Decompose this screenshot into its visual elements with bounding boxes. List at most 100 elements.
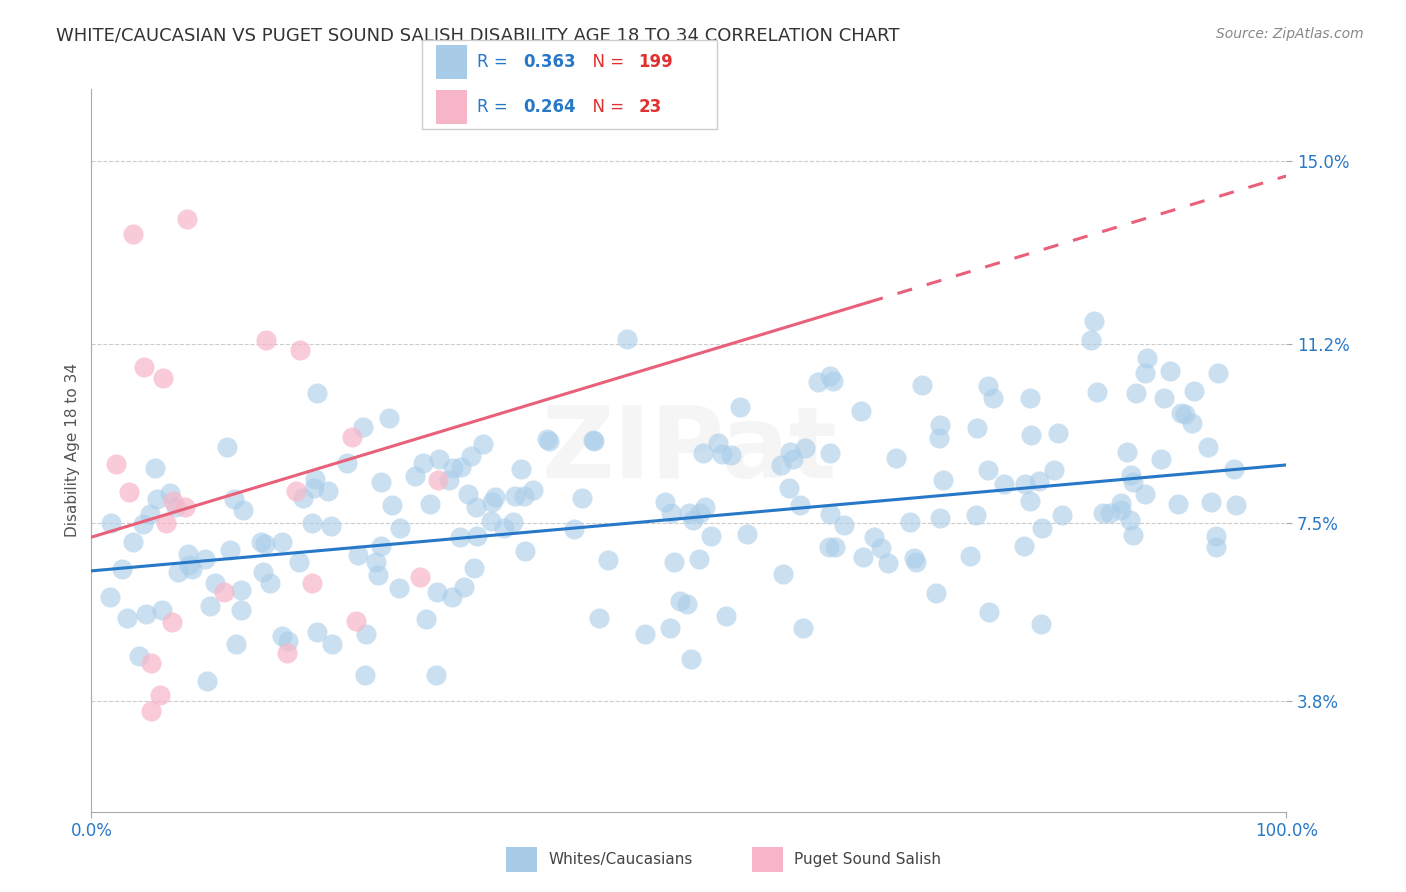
- Point: [460, 449, 482, 463]
- Point: [669, 594, 692, 608]
- Point: [1205, 529, 1227, 543]
- Point: [218, 543, 240, 558]
- Point: [222, 492, 245, 507]
- Point: [347, 548, 370, 562]
- Text: Whites/Caucasians: Whites/Caucasians: [548, 853, 693, 867]
- Point: [903, 551, 925, 566]
- Point: [389, 521, 412, 535]
- Point: [538, 434, 561, 448]
- Point: [1181, 417, 1204, 431]
- Point: [271, 535, 294, 549]
- Point: [1167, 497, 1189, 511]
- Text: 0.264: 0.264: [523, 98, 575, 116]
- Point: [450, 459, 472, 474]
- Point: [152, 371, 174, 385]
- Point: [1028, 475, 1050, 489]
- Point: [128, 649, 150, 664]
- Y-axis label: Disability Age 18 to 34: Disability Age 18 to 34: [65, 363, 80, 538]
- Point: [198, 599, 221, 614]
- Point: [678, 506, 700, 520]
- Point: [582, 433, 605, 447]
- Point: [1170, 406, 1192, 420]
- Point: [484, 491, 506, 505]
- Point: [661, 506, 683, 520]
- Point: [616, 332, 638, 346]
- Point: [232, 502, 254, 516]
- Text: WHITE/CAUCASIAN VS PUGET SOUND SALISH DISABILITY AGE 18 TO 34 CORRELATION CHART: WHITE/CAUCASIAN VS PUGET SOUND SALISH DI…: [56, 27, 900, 45]
- Point: [817, 540, 839, 554]
- Point: [1133, 486, 1156, 500]
- Point: [111, 562, 134, 576]
- Point: [1085, 385, 1108, 400]
- Point: [562, 522, 585, 536]
- Text: Puget Sound Salish: Puget Sound Salish: [794, 853, 942, 867]
- Point: [271, 629, 294, 643]
- Point: [818, 507, 841, 521]
- Point: [415, 612, 437, 626]
- Point: [852, 549, 875, 564]
- Point: [427, 451, 450, 466]
- Point: [807, 375, 830, 389]
- Point: [465, 500, 488, 514]
- Point: [155, 516, 177, 530]
- Point: [818, 369, 841, 384]
- Point: [1225, 499, 1247, 513]
- Point: [1029, 617, 1052, 632]
- Point: [354, 627, 377, 641]
- Point: [465, 529, 488, 543]
- Point: [145, 492, 167, 507]
- Point: [1205, 541, 1227, 555]
- Point: [370, 539, 392, 553]
- Point: [1122, 475, 1144, 489]
- Point: [292, 491, 315, 505]
- Text: 0.363: 0.363: [523, 54, 575, 71]
- Point: [503, 489, 526, 503]
- Point: [932, 473, 955, 487]
- Point: [714, 608, 737, 623]
- Point: [1050, 508, 1073, 522]
- Point: [863, 530, 886, 544]
- Point: [301, 516, 323, 530]
- Point: [689, 507, 711, 521]
- Point: [770, 458, 793, 472]
- Point: [121, 534, 143, 549]
- Point: [225, 637, 247, 651]
- Point: [737, 527, 759, 541]
- Point: [898, 516, 921, 530]
- Point: [849, 404, 872, 418]
- Point: [141, 704, 162, 718]
- Point: [692, 446, 714, 460]
- Point: [928, 431, 950, 445]
- Point: [177, 547, 200, 561]
- Point: [370, 475, 392, 490]
- Point: [959, 549, 981, 563]
- Point: [159, 486, 181, 500]
- Point: [928, 511, 950, 525]
- Point: [352, 420, 374, 434]
- Point: [1047, 426, 1070, 441]
- Point: [217, 441, 239, 455]
- Point: [965, 508, 987, 522]
- Point: [307, 385, 329, 400]
- Point: [1223, 461, 1246, 475]
- Point: [412, 456, 434, 470]
- Point: [679, 651, 702, 665]
- Point: [364, 555, 387, 569]
- Point: [344, 614, 367, 628]
- Point: [212, 584, 235, 599]
- Point: [381, 498, 404, 512]
- Point: [115, 611, 138, 625]
- Point: [177, 558, 200, 572]
- Point: [288, 343, 311, 357]
- Point: [1098, 506, 1121, 520]
- Point: [720, 449, 742, 463]
- Point: [472, 437, 495, 451]
- Point: [993, 476, 1015, 491]
- Point: [515, 543, 537, 558]
- Point: [316, 484, 339, 499]
- Point: [180, 562, 202, 576]
- Point: [1119, 512, 1142, 526]
- Point: [1018, 494, 1040, 508]
- Point: [277, 634, 299, 648]
- Point: [925, 586, 948, 600]
